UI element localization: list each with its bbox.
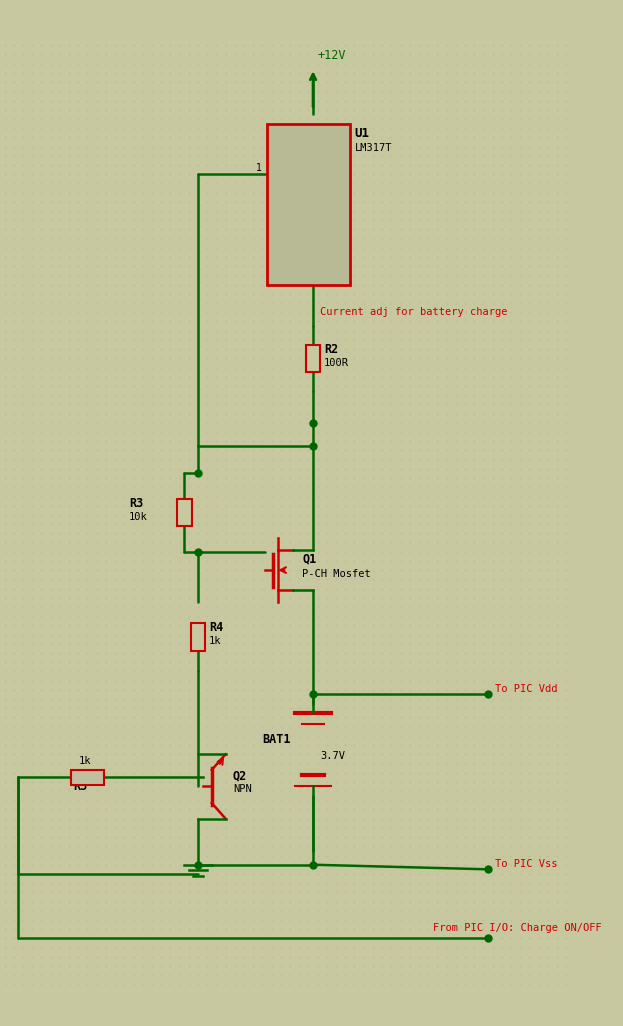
Text: 1k: 1k: [209, 636, 222, 646]
Bar: [71, 770, 104, 785]
Text: Current adj for battery charge: Current adj for battery charge: [320, 307, 508, 317]
Text: >: >: [333, 150, 341, 163]
Text: From PIC I/O: Charge ON/OFF: From PIC I/O: Charge ON/OFF: [433, 923, 601, 933]
Text: NPN: NPN: [233, 784, 252, 794]
Text: 10k: 10k: [129, 512, 148, 522]
Text: 3.7V: 3.7V: [320, 751, 345, 761]
Text: U1: U1: [354, 127, 369, 141]
Text: To PIC Vdd: To PIC Vdd: [495, 683, 558, 694]
Bar: [191, 623, 206, 650]
Text: BAT1: BAT1: [262, 734, 291, 746]
Text: Q2: Q2: [233, 770, 247, 782]
Text: To PIC Vss: To PIC Vss: [495, 859, 558, 869]
Text: 3: 3: [343, 125, 348, 134]
Text: R5: R5: [74, 780, 88, 793]
Text: R4: R4: [209, 622, 223, 634]
Text: 2: 2: [343, 259, 348, 268]
Text: P-CH Mosfet: P-CH Mosfet: [302, 569, 371, 580]
Text: 1: 1: [256, 163, 262, 173]
Text: 100R: 100R: [324, 358, 349, 367]
Bar: [306, 345, 320, 372]
Text: ADJ: ADJ: [274, 166, 295, 176]
Bar: [267, 123, 350, 284]
Text: LM317T: LM317T: [354, 144, 392, 153]
Text: R2: R2: [324, 343, 338, 356]
Bar: [177, 499, 191, 526]
Text: 1k: 1k: [78, 756, 91, 766]
Text: R3: R3: [129, 497, 143, 510]
Text: Q1: Q1: [302, 553, 316, 565]
Text: +12V: +12V: [318, 49, 346, 62]
Text: VO: VO: [283, 235, 297, 245]
